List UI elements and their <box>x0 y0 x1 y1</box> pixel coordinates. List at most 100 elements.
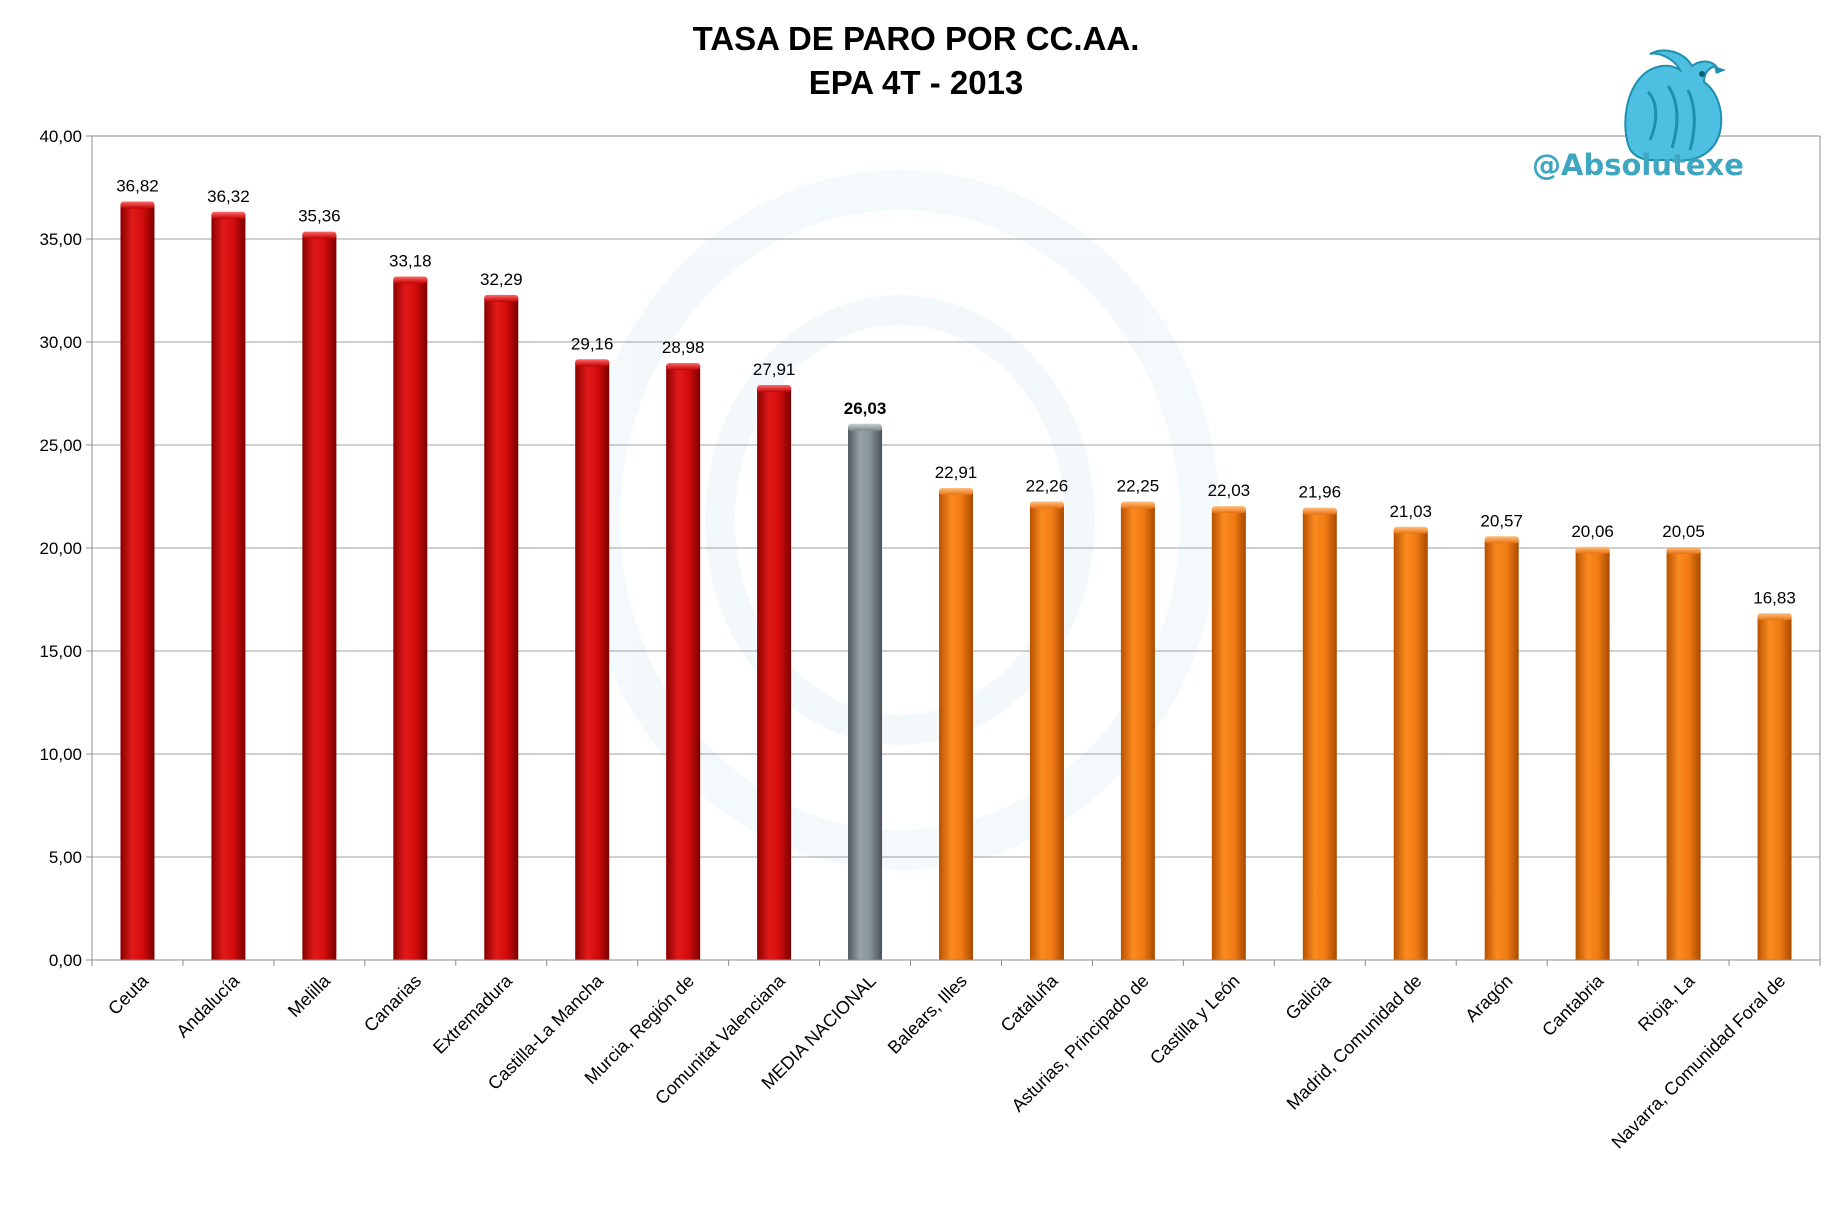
value-label: 21,03 <box>1389 502 1432 521</box>
bar-above <box>120 201 155 960</box>
value-label: 36,32 <box>207 187 250 206</box>
category-label: Ceuta <box>104 970 153 1019</box>
y-tick-label: 30,00 <box>39 333 82 352</box>
bar-body <box>1393 529 1428 960</box>
bar-below <box>1666 546 1701 960</box>
bar-cap <box>1484 536 1519 544</box>
category-label: Rioja, La <box>1634 970 1699 1035</box>
bar-cap <box>1302 507 1337 515</box>
value-labels: 36,82 36,32 35,36 33,18 32,29 29,16 28,98 27,91… <box>116 177 1796 608</box>
category-label: Extremadura <box>429 970 517 1058</box>
bar-body <box>393 279 428 960</box>
bar-body <box>1484 539 1519 960</box>
bar-cap <box>757 385 792 393</box>
bar-above <box>484 294 519 960</box>
y-axis-ticks: 0,00 5,00 10,00 15,00 20,00 25,00 30,00 35,00 40… <box>39 127 92 970</box>
category-label: Cantabria <box>1538 970 1608 1040</box>
bar-cap <box>302 231 337 239</box>
bar-cap <box>666 363 701 371</box>
bar-above <box>666 363 701 961</box>
bar-below <box>1120 501 1155 960</box>
bar-below <box>1757 613 1792 960</box>
value-label: 20,05 <box>1662 522 1705 541</box>
value-label: 22,03 <box>1208 481 1251 500</box>
bar-cap <box>575 359 610 367</box>
bar-above <box>393 276 428 960</box>
bar-body <box>757 388 792 961</box>
value-label: 26,03 <box>844 399 887 418</box>
value-label: 32,29 <box>480 270 523 289</box>
bar-cap <box>1393 526 1428 534</box>
bar-cap <box>211 211 246 219</box>
value-label: 33,18 <box>389 251 432 270</box>
bar-cap <box>939 488 973 496</box>
bar-body <box>120 204 155 960</box>
bar-body <box>484 297 519 960</box>
y-tick-label: 5,00 <box>49 848 82 867</box>
bar-cap <box>1666 546 1701 554</box>
bar-cap <box>393 276 428 284</box>
bar-cap <box>120 201 155 209</box>
category-label: Aragón <box>1461 971 1516 1026</box>
bar-below <box>1393 526 1428 960</box>
category-label: Canarias <box>360 971 425 1036</box>
y-tick-label: 25,00 <box>39 436 82 455</box>
bar-above <box>302 231 337 961</box>
bar-below <box>1484 536 1519 960</box>
value-label: 21,96 <box>1299 483 1342 502</box>
bar-body <box>575 362 610 961</box>
chart-title: TASA DE PARO POR CC.AA. <box>692 20 1140 57</box>
bar-cap <box>1575 546 1610 554</box>
plot-area <box>91 135 1821 961</box>
y-tick-label: 10,00 <box>39 745 82 764</box>
value-label: 36,82 <box>116 177 159 196</box>
value-label: 28,98 <box>662 338 705 357</box>
bar-cap <box>1211 506 1246 514</box>
bar-cap <box>1029 501 1064 509</box>
bar-average <box>848 423 883 961</box>
bar-below <box>939 488 973 960</box>
bar-body <box>1029 504 1064 960</box>
bar-body <box>1757 616 1792 960</box>
bar-cap <box>1120 501 1155 509</box>
bar-below <box>1575 546 1610 960</box>
bar-body <box>1575 549 1610 960</box>
bar-body <box>1120 504 1155 960</box>
y-tick-label: 40,00 <box>39 127 82 146</box>
bar-above <box>757 385 792 961</box>
bar-cap <box>484 294 519 302</box>
category-label: Melilla <box>284 970 335 1021</box>
bar-below <box>1211 506 1246 960</box>
bar-body <box>848 426 883 961</box>
category-label: Castilla y León <box>1146 971 1244 1069</box>
x-axis-ticks: Ceuta Andalucía Melilla Canarias Extremadura… <box>91 960 1821 1153</box>
category-label: Navarra, Comunidad Foral de <box>1608 971 1790 1153</box>
category-label: Balears, Illes <box>884 971 971 1058</box>
bar-above <box>211 211 246 961</box>
value-label: 27,91 <box>753 360 796 379</box>
value-label: 20,06 <box>1571 522 1614 541</box>
chart-subtitle: EPA 4T - 2013 <box>808 64 1024 101</box>
y-tick-label: 20,00 <box>39 539 82 558</box>
bar-body <box>1211 509 1246 960</box>
value-label: 29,16 <box>571 334 614 353</box>
bar-body <box>666 366 701 961</box>
griffin-icon <box>1624 49 1726 161</box>
category-label: Andalucía <box>172 970 243 1041</box>
bar-body <box>939 491 973 960</box>
bar-below <box>1029 501 1064 960</box>
value-label: 35,36 <box>298 207 341 226</box>
category-label: Cataluña <box>997 970 1063 1036</box>
y-tick-label: 15,00 <box>39 642 82 661</box>
bar-body <box>1666 549 1701 960</box>
category-label: Galicia <box>1282 970 1336 1024</box>
bar-cap <box>848 423 883 431</box>
bar-body <box>302 234 337 961</box>
y-tick-label: 35,00 <box>39 230 82 249</box>
bar-body <box>211 214 246 961</box>
y-tick-label: 0,00 <box>49 951 82 970</box>
value-label: 20,57 <box>1480 511 1523 530</box>
author-handle: @Absolutexe <box>1532 148 1744 182</box>
value-label: 22,26 <box>1026 476 1069 495</box>
